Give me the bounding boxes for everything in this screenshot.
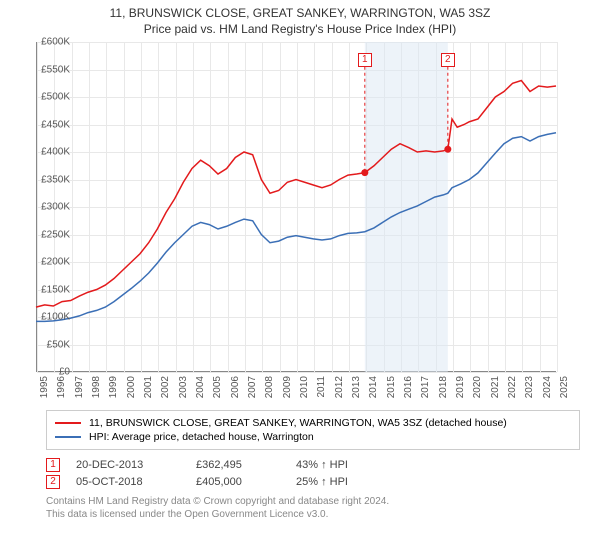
sales-table: 1 20-DEC-2013£362,49543% ↑ HPI 2 05-OCT-201… bbox=[46, 458, 580, 489]
sale-pct: 25% ↑ HPI bbox=[296, 476, 396, 488]
x-axis-label: 2025 bbox=[559, 376, 570, 398]
x-axis-label: 2006 bbox=[230, 376, 241, 398]
x-axis-label: 1998 bbox=[91, 376, 102, 398]
x-axis-label: 2023 bbox=[524, 376, 535, 398]
x-axis-label: 2007 bbox=[247, 376, 258, 398]
x-axis-label: 2021 bbox=[490, 376, 501, 398]
y-axis-label: £500K bbox=[41, 92, 70, 103]
x-axis-label: 2020 bbox=[472, 376, 483, 398]
x-axis-label: 2011 bbox=[316, 376, 327, 398]
y-axis-label: £50K bbox=[47, 339, 70, 350]
y-axis-label: £350K bbox=[41, 174, 70, 185]
chart-container: 11, BRUNSWICK CLOSE, GREAT SANKEY, WARRI… bbox=[0, 0, 600, 560]
y-axis-label: £250K bbox=[41, 229, 70, 240]
x-axis-label: 1997 bbox=[74, 376, 85, 398]
sale-date: 05-OCT-2018 bbox=[76, 476, 196, 488]
marker-dot-2 bbox=[444, 146, 451, 153]
x-axis-label: 2022 bbox=[507, 376, 518, 398]
gridline bbox=[37, 372, 557, 373]
chart-subtitle: Price paid vs. HM Land Registry's House … bbox=[0, 22, 600, 36]
legend: 11, BRUNSWICK CLOSE, GREAT SANKEY, WARRI… bbox=[46, 410, 580, 450]
legend-label: HPI: Average price, detached house, Warr… bbox=[89, 431, 314, 443]
sale-row: 1 20-DEC-2013£362,49543% ↑ HPI bbox=[46, 458, 580, 472]
series-line-price_paid bbox=[36, 81, 556, 308]
marker-box-2: 2 bbox=[441, 53, 455, 67]
y-axis-label: £400K bbox=[41, 147, 70, 158]
x-axis-label: 2005 bbox=[212, 376, 223, 398]
y-axis-label: £600K bbox=[41, 37, 70, 48]
y-axis-label: £300K bbox=[41, 202, 70, 213]
x-axis-label: 2001 bbox=[143, 376, 154, 398]
attribution-line1: Contains HM Land Registry data © Crown c… bbox=[46, 495, 580, 508]
sale-pct: 43% ↑ HPI bbox=[296, 459, 396, 471]
marker-dot-1 bbox=[361, 169, 368, 176]
x-axis-label: 2010 bbox=[299, 376, 310, 398]
chart-title-address: 11, BRUNSWICK CLOSE, GREAT SANKEY, WARRI… bbox=[0, 6, 600, 20]
series-line-hpi bbox=[36, 133, 556, 322]
y-axis-label: £150K bbox=[41, 284, 70, 295]
legend-row: HPI: Average price, detached house, Warr… bbox=[55, 431, 571, 443]
y-axis-label: £200K bbox=[41, 257, 70, 268]
x-axis-label: 2015 bbox=[386, 376, 397, 398]
x-axis-label: 1996 bbox=[56, 376, 67, 398]
legend-swatch bbox=[55, 422, 81, 424]
x-axis-label: 2009 bbox=[282, 376, 293, 398]
y-axis-label: £550K bbox=[41, 64, 70, 75]
x-axis-label: 1999 bbox=[108, 376, 119, 398]
x-axis-label: 2018 bbox=[438, 376, 449, 398]
x-axis-label: 2003 bbox=[178, 376, 189, 398]
title-block: 11, BRUNSWICK CLOSE, GREAT SANKEY, WARRI… bbox=[0, 0, 600, 38]
marker-box-1: 1 bbox=[358, 53, 372, 67]
x-axis-label: 2002 bbox=[160, 376, 171, 398]
sale-marker-box: 2 bbox=[46, 475, 60, 489]
attribution: Contains HM Land Registry data © Crown c… bbox=[46, 495, 580, 521]
x-axis-label: 2004 bbox=[195, 376, 206, 398]
y-axis-label: £450K bbox=[41, 119, 70, 130]
chart-svg bbox=[36, 42, 556, 372]
attribution-line2: This data is licensed under the Open Gov… bbox=[46, 508, 580, 521]
vgridline bbox=[557, 42, 558, 372]
x-axis-label: 2019 bbox=[455, 376, 466, 398]
x-axis-label: 2012 bbox=[334, 376, 345, 398]
y-axis-label: £100K bbox=[41, 312, 70, 323]
sale-price: £362,495 bbox=[196, 459, 296, 471]
shaded-region bbox=[365, 42, 448, 372]
x-axis-label: 2000 bbox=[126, 376, 137, 398]
sale-date: 20-DEC-2013 bbox=[76, 459, 196, 471]
sale-price: £405,000 bbox=[196, 476, 296, 488]
x-axis-label: 2008 bbox=[264, 376, 275, 398]
sale-marker-box: 1 bbox=[46, 458, 60, 472]
x-axis-label: 2017 bbox=[420, 376, 431, 398]
x-axis-label: 2014 bbox=[368, 376, 379, 398]
legend-label: 11, BRUNSWICK CLOSE, GREAT SANKEY, WARRI… bbox=[89, 417, 507, 429]
legend-row: 11, BRUNSWICK CLOSE, GREAT SANKEY, WARRI… bbox=[55, 417, 571, 429]
x-axis-label: 2016 bbox=[403, 376, 414, 398]
x-axis-label: 2013 bbox=[351, 376, 362, 398]
chart-area: £0£50K£100K£150K£200K£250K£300K£350K£400… bbox=[36, 42, 596, 402]
x-axis-label: 2024 bbox=[542, 376, 553, 398]
legend-swatch bbox=[55, 436, 81, 438]
sale-row: 2 05-OCT-2018£405,00025% ↑ HPI bbox=[46, 475, 580, 489]
x-axis-label: 1995 bbox=[39, 376, 50, 398]
